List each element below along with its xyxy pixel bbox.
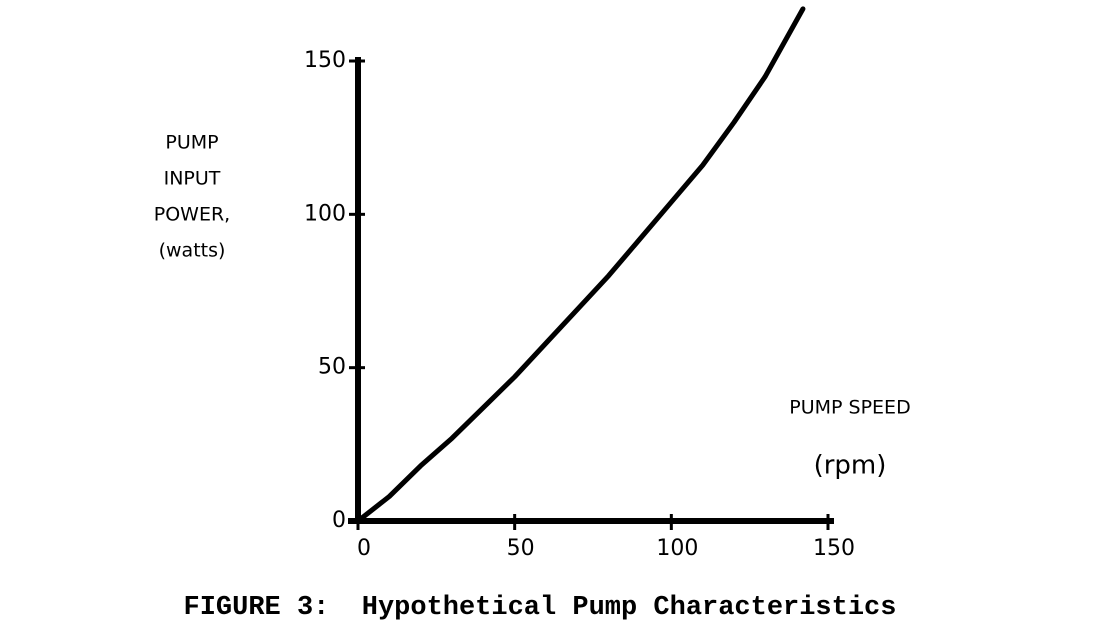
x-tick-label: 100 xyxy=(656,536,698,561)
x-tick-label: 150 xyxy=(813,536,855,561)
caption: FIGURE 3: Hypothetical Pump Characterist… xyxy=(184,593,897,623)
x-axis-label: (rpm) xyxy=(814,451,887,481)
y-tick-label: 100 xyxy=(304,201,346,226)
x-tick-label: 50 xyxy=(507,536,535,561)
x-axis-label: PUMP SPEED xyxy=(789,397,910,419)
y-axis-label: INPUT xyxy=(164,168,221,190)
line xyxy=(355,6,806,524)
y-axis-label: PUMP xyxy=(165,132,218,154)
y-axis-label: POWER, xyxy=(154,204,230,226)
y-tick-label: 150 xyxy=(304,48,346,73)
x-tick-label: 0 xyxy=(357,536,371,561)
y-tick-label: 0 xyxy=(332,508,346,533)
y-axis-label: (watts) xyxy=(159,240,226,262)
y-tick-label: 50 xyxy=(318,355,346,380)
